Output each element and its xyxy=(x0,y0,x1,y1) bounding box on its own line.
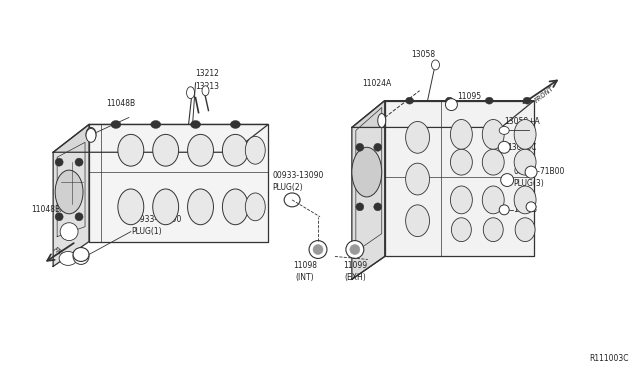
Ellipse shape xyxy=(75,253,87,263)
Text: 11099: 11099 xyxy=(343,262,367,270)
Ellipse shape xyxy=(431,60,440,70)
Ellipse shape xyxy=(374,203,381,211)
Ellipse shape xyxy=(245,193,265,221)
Text: PLUG(2): PLUG(2) xyxy=(272,183,303,192)
Ellipse shape xyxy=(406,97,413,104)
Ellipse shape xyxy=(445,97,453,104)
Ellipse shape xyxy=(75,213,83,221)
Ellipse shape xyxy=(118,134,144,166)
Ellipse shape xyxy=(378,113,386,128)
Ellipse shape xyxy=(406,163,429,195)
Ellipse shape xyxy=(514,186,536,214)
Ellipse shape xyxy=(284,193,300,207)
Text: 11098: 11098 xyxy=(293,262,317,270)
Ellipse shape xyxy=(111,121,121,128)
Ellipse shape xyxy=(245,137,265,164)
Ellipse shape xyxy=(499,126,509,134)
Text: 13212: 13212 xyxy=(196,69,220,78)
Ellipse shape xyxy=(406,122,429,153)
Text: 00933-13090: 00933-13090 xyxy=(272,171,324,180)
Polygon shape xyxy=(53,125,89,266)
Ellipse shape xyxy=(188,134,214,166)
Ellipse shape xyxy=(86,128,96,142)
Text: 13213: 13213 xyxy=(196,82,220,91)
Ellipse shape xyxy=(500,174,514,186)
Text: 13058: 13058 xyxy=(412,50,436,59)
Ellipse shape xyxy=(498,141,510,153)
Ellipse shape xyxy=(346,241,364,259)
Ellipse shape xyxy=(451,119,472,149)
Text: 11048B: 11048B xyxy=(106,99,135,108)
Text: 13058C: 13058C xyxy=(507,143,536,152)
Polygon shape xyxy=(352,101,385,279)
Ellipse shape xyxy=(202,86,209,96)
Ellipse shape xyxy=(514,149,536,175)
Ellipse shape xyxy=(86,128,96,141)
Ellipse shape xyxy=(352,147,381,197)
Ellipse shape xyxy=(55,213,63,221)
Polygon shape xyxy=(352,101,534,128)
Ellipse shape xyxy=(309,241,327,259)
Ellipse shape xyxy=(451,218,471,241)
Ellipse shape xyxy=(73,247,89,262)
Text: 08931-71B00: 08931-71B00 xyxy=(513,167,564,176)
Ellipse shape xyxy=(75,158,83,166)
Ellipse shape xyxy=(445,99,458,110)
Text: 00933-13090: 00933-13090 xyxy=(131,215,182,224)
Ellipse shape xyxy=(483,149,504,175)
Ellipse shape xyxy=(514,119,536,149)
Ellipse shape xyxy=(73,248,89,264)
Ellipse shape xyxy=(451,186,472,214)
Ellipse shape xyxy=(523,97,531,104)
Ellipse shape xyxy=(356,143,364,151)
Ellipse shape xyxy=(223,134,248,166)
Ellipse shape xyxy=(118,189,144,225)
Ellipse shape xyxy=(356,203,364,211)
Ellipse shape xyxy=(188,189,214,225)
Ellipse shape xyxy=(191,121,200,128)
Ellipse shape xyxy=(525,166,537,178)
Text: 11048BA: 11048BA xyxy=(31,205,66,214)
Ellipse shape xyxy=(55,158,63,166)
Text: FRONT: FRONT xyxy=(52,246,74,265)
Ellipse shape xyxy=(499,205,509,215)
Ellipse shape xyxy=(483,218,503,241)
Ellipse shape xyxy=(151,121,161,128)
Text: R111003C: R111003C xyxy=(589,354,628,363)
Ellipse shape xyxy=(483,119,504,149)
Ellipse shape xyxy=(153,134,179,166)
Ellipse shape xyxy=(483,186,504,214)
Ellipse shape xyxy=(451,149,472,175)
Text: PLUG(3): PLUG(3) xyxy=(513,179,544,188)
Ellipse shape xyxy=(485,97,493,104)
Text: 11095: 11095 xyxy=(458,92,481,101)
Text: 11024A: 11024A xyxy=(362,79,391,88)
Text: (EXH): (EXH) xyxy=(344,273,365,282)
Ellipse shape xyxy=(515,218,535,241)
Ellipse shape xyxy=(526,202,536,212)
Ellipse shape xyxy=(313,244,323,254)
Text: 13058+A: 13058+A xyxy=(504,118,540,126)
Text: (INT): (INT) xyxy=(296,273,314,282)
Ellipse shape xyxy=(59,251,77,265)
Ellipse shape xyxy=(60,223,78,241)
Ellipse shape xyxy=(406,205,429,237)
Ellipse shape xyxy=(350,244,360,254)
Ellipse shape xyxy=(223,189,248,225)
Ellipse shape xyxy=(55,170,83,214)
Polygon shape xyxy=(89,125,268,241)
Ellipse shape xyxy=(187,87,195,99)
Polygon shape xyxy=(385,101,534,256)
Ellipse shape xyxy=(374,143,381,151)
Ellipse shape xyxy=(230,121,241,128)
Text: 13273: 13273 xyxy=(513,205,538,214)
Polygon shape xyxy=(53,125,268,152)
Ellipse shape xyxy=(153,189,179,225)
Text: FRONT: FRONT xyxy=(533,85,555,104)
Text: PLUG(1): PLUG(1) xyxy=(131,227,161,235)
